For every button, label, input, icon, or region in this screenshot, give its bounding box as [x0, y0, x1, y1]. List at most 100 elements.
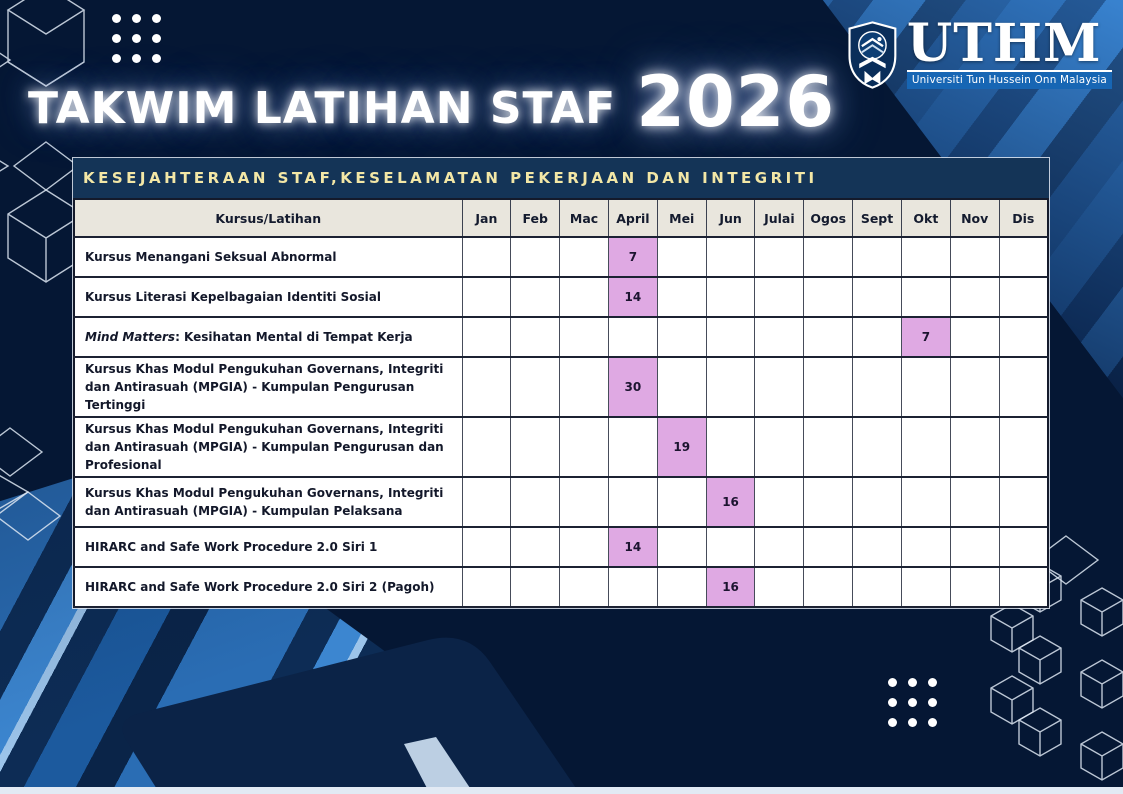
day-cell-jun: 16: [705, 566, 756, 608]
course-name-cell: Kursus Khas Modul Pengukuhan Governans, …: [73, 356, 463, 418]
day-cell-mei: [656, 526, 707, 568]
day-cell-nov: [949, 316, 1000, 358]
day-cell-jun: [705, 526, 756, 568]
month-header-jan: Jan: [461, 198, 512, 238]
day-cell-dis: [998, 356, 1049, 418]
month-header-mac: Mac: [559, 198, 609, 238]
day-cell-jan: [461, 236, 512, 278]
day-cell-feb: [510, 236, 561, 278]
day-cell-feb: [510, 566, 561, 608]
day-cell-jun: 16: [705, 476, 756, 528]
day-cell-okt: [900, 416, 951, 478]
day-cell-julai: [754, 236, 805, 278]
day-cell-mac: [559, 476, 609, 528]
day-cell-jan: [461, 476, 512, 528]
day-cell-julai: [754, 416, 805, 478]
day-cell-jan: [461, 356, 512, 418]
day-cell-april: 14: [607, 526, 658, 568]
month-header-mei: Mei: [656, 198, 707, 238]
day-cell-jun: [705, 276, 756, 318]
day-cell-julai: [754, 356, 805, 418]
day-cell-ogos: [803, 476, 854, 528]
course-name-cell: HIRARC and Safe Work Procedure 2.0 Siri …: [73, 566, 463, 608]
course-name-cell: Kursus Menangani Seksual Abnormal: [73, 236, 463, 278]
day-cell-sept: [852, 316, 902, 358]
day-cell-dis: [998, 416, 1049, 478]
day-cell-dis: [998, 236, 1049, 278]
day-cell-nov: [949, 476, 1000, 528]
day-cell-feb: [510, 316, 561, 358]
course-name-cell: Kursus Khas Modul Pengukuhan Governans, …: [73, 476, 463, 528]
course-row: Mind Matters: Kesihatan Mental di Tempat…: [73, 316, 1049, 358]
month-header-feb: Feb: [510, 198, 561, 238]
day-cell-mei: [656, 566, 707, 608]
month-header-dis: Dis: [998, 198, 1049, 238]
month-header-nov: Nov: [949, 198, 1000, 238]
day-cell-feb: [510, 356, 561, 418]
day-cell-mei: [656, 276, 707, 318]
course-column-header: Kursus/Latihan: [73, 198, 463, 238]
day-cell-dis: [998, 566, 1049, 608]
bottom-left-light-sliver: [404, 737, 474, 794]
day-cell-dis: [998, 316, 1049, 358]
course-row: HIRARC and Safe Work Procedure 2.0 Siri …: [73, 566, 1049, 608]
day-cell-mac: [559, 276, 609, 318]
page-title: TAKWIM LATIHAN STAF 2026: [28, 67, 835, 137]
day-cell-sept: [852, 356, 902, 418]
day-cell-sept: [852, 476, 902, 528]
month-header-jun: Jun: [705, 198, 756, 238]
day-cell-april: [607, 416, 658, 478]
day-cell-jun: [705, 316, 756, 358]
course-row: Kursus Khas Modul Pengukuhan Governans, …: [73, 356, 1049, 418]
course-row: Kursus Khas Modul Pengukuhan Governans, …: [73, 416, 1049, 478]
day-cell-nov: [949, 356, 1000, 418]
day-cell-ogos: [803, 526, 854, 568]
month-header-ogos: Ogos: [803, 198, 854, 238]
day-cell-sept: [852, 416, 902, 478]
table-header-row: Kursus/Latihan Jan Feb Mac April Mei Jun Julai…: [73, 198, 1049, 238]
day-cell-okt: [900, 276, 951, 318]
course-name-cell: Mind Matters: Kesihatan Mental di Tempat…: [73, 316, 463, 358]
day-cell-sept: [852, 236, 902, 278]
month-header-julai: Julai: [754, 198, 805, 238]
day-cell-ogos: [803, 416, 854, 478]
day-cell-mei: [656, 316, 707, 358]
training-calendar-block: KESEJAHTERAAN STAF,KESELAMATAN PEKERJAAN…: [72, 157, 1050, 609]
day-cell-nov: [949, 526, 1000, 568]
title-text: TAKWIM LATIHAN STAF: [28, 83, 617, 135]
dot-grid-bottom-right: [888, 678, 937, 727]
day-cell-april: 7: [607, 236, 658, 278]
day-cell-feb: [510, 276, 561, 318]
day-cell-jan: [461, 276, 512, 318]
uthm-acronym: UTHM: [906, 13, 1102, 75]
day-cell-mac: [559, 416, 609, 478]
day-cell-okt: [900, 476, 951, 528]
day-cell-mac: [559, 356, 609, 418]
day-cell-mei: 19: [656, 416, 707, 478]
day-cell-okt: [900, 526, 951, 568]
month-header-sept: Sept: [852, 198, 902, 238]
uthm-shield-icon: [848, 21, 897, 89]
day-cell-sept: [852, 526, 902, 568]
day-cell-jan: [461, 416, 512, 478]
day-cell-feb: [510, 416, 561, 478]
day-cell-mac: [559, 236, 609, 278]
day-cell-mei: [656, 236, 707, 278]
day-cell-julai: [754, 276, 805, 318]
day-cell-nov: [949, 416, 1000, 478]
uthm-full-name: Universiti Tun Hussein Onn Malaysia: [906, 69, 1112, 89]
day-cell-sept: [852, 276, 902, 318]
day-cell-ogos: [803, 356, 854, 418]
day-cell-julai: [754, 526, 805, 568]
day-cell-ogos: [803, 236, 854, 278]
day-cell-sept: [852, 566, 902, 608]
day-cell-ogos: [803, 316, 854, 358]
day-cell-ogos: [803, 276, 854, 318]
day-cell-mac: [559, 566, 609, 608]
day-cell-okt: [900, 236, 951, 278]
day-cell-jun: [705, 356, 756, 418]
day-cell-jan: [461, 526, 512, 568]
day-cell-dis: [998, 276, 1049, 318]
course-name-cell: HIRARC and Safe Work Procedure 2.0 Siri …: [73, 526, 463, 568]
